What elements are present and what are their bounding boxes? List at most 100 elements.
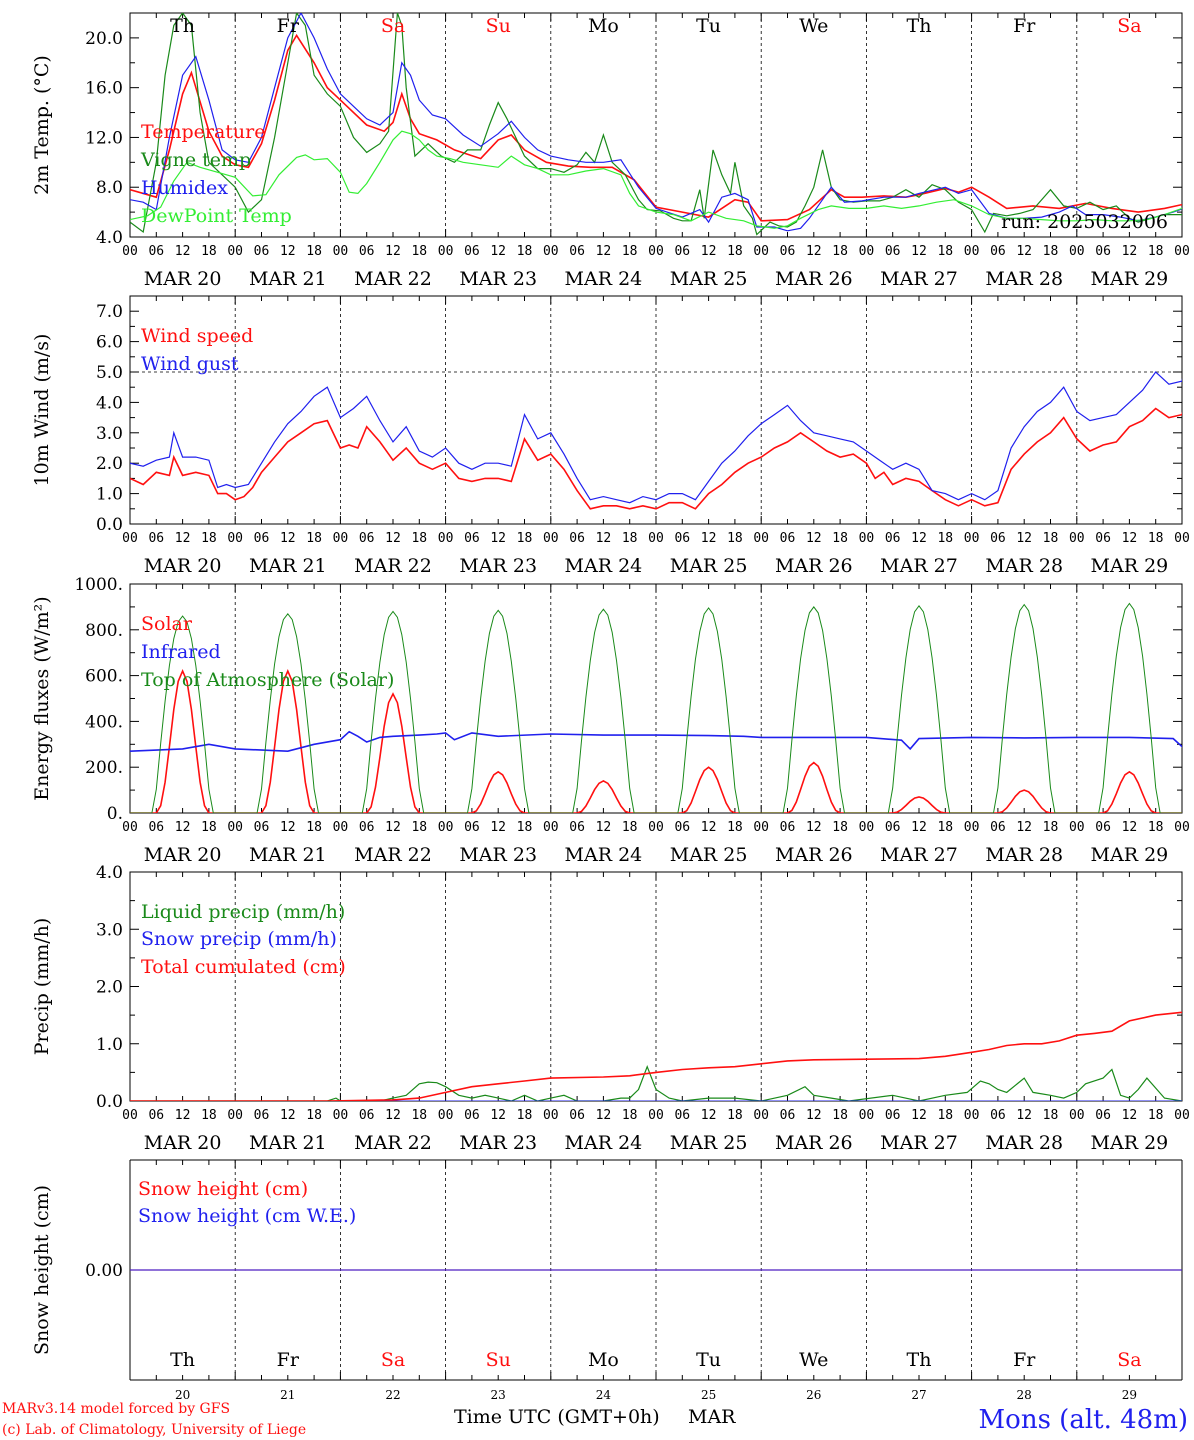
y-tick-label: 800. <box>85 621 123 641</box>
hour-tick-label: 18 <box>411 531 427 546</box>
y-axis-title: 10m Wind (m/s) <box>31 334 53 487</box>
legend-snow-height-cm: Snow height (cm) <box>138 1178 308 1200</box>
hour-tick-label: 00 <box>438 531 454 546</box>
hour-tick-label: 12 <box>385 820 401 835</box>
hour-tick-label: 18 <box>832 244 848 259</box>
date-number: 20 <box>175 1388 190 1402</box>
hour-tick-label: 00 <box>333 244 349 259</box>
day-label: We <box>799 15 828 37</box>
series-infrared <box>130 730 1182 753</box>
date-label: MAR 22 <box>354 1132 432 1154</box>
hour-tick-label: 18 <box>727 531 743 546</box>
hour-tick-label: 12 <box>596 1108 612 1123</box>
y-tick-label: 12.0 <box>85 128 123 148</box>
hour-tick-label: 18 <box>937 820 953 835</box>
series-wind-gust <box>130 371 1182 504</box>
hour-tick-label: 06 <box>1095 244 1111 259</box>
hour-tick-label: 18 <box>937 1108 953 1123</box>
hour-tick-label: 18 <box>517 1108 533 1123</box>
hour-tick-label: 00 <box>543 531 559 546</box>
hour-tick-label: 00 <box>859 244 875 259</box>
hour-tick-label: 00 <box>122 820 138 835</box>
hour-tick-label: 06 <box>885 244 901 259</box>
footer-lab: (c) Lab. of Climatology, University of L… <box>2 1422 306 1438</box>
date-label: MAR 20 <box>144 268 222 290</box>
y-tick-label: 1000. <box>74 575 123 595</box>
hour-tick-label: 12 <box>596 820 612 835</box>
hour-tick-label: 12 <box>701 820 717 835</box>
panel-5: 0.00 Snow height (cm) Snow height (cm) Snow… <box>31 1159 1183 1402</box>
hour-tick-label: 18 <box>727 820 743 835</box>
hour-tick-label: 12 <box>596 244 612 259</box>
hour-tick-label: 18 <box>306 531 322 546</box>
hour-tick-label: 06 <box>254 820 270 835</box>
legend-snow-precip-mm-h: Snow precip (mm/h) <box>141 928 337 950</box>
date-label: MAR 26 <box>775 1132 853 1154</box>
legend-liquid-precip-mm-h: Liquid precip (mm/h) <box>141 901 345 923</box>
date-label: MAR 25 <box>670 1132 748 1154</box>
hour-tick-label: 06 <box>569 244 585 259</box>
hour-tick-label: 12 <box>1122 820 1138 835</box>
hour-tick-label: 12 <box>1016 531 1032 546</box>
date-label: MAR 28 <box>985 555 1063 577</box>
day-label: Th <box>170 1349 195 1371</box>
day-label: Th <box>170 15 195 37</box>
hour-tick-label: 06 <box>148 244 164 259</box>
legend-humidex: Humidex <box>141 177 228 199</box>
hour-tick-label: 06 <box>1095 1108 1111 1123</box>
hour-tick-label: 12 <box>175 531 191 546</box>
hour-tick-label: 00 <box>753 1108 769 1123</box>
y-tick-label: 0. <box>107 804 123 824</box>
hour-tick-label: 12 <box>175 1108 191 1123</box>
hour-tick-label: 00 <box>438 244 454 259</box>
legend-dewpoint-temp: DewPoint Temp <box>141 205 292 227</box>
y-tick-label: 4.0 <box>96 228 123 248</box>
date-label: MAR 22 <box>354 844 432 866</box>
hour-tick-label: 06 <box>464 820 480 835</box>
date-label: MAR 27 <box>880 844 958 866</box>
y-tick-label: 600. <box>85 667 123 687</box>
day-label: We <box>799 1349 828 1371</box>
hour-tick-label: 00 <box>438 1108 454 1123</box>
date-label: MAR 20 <box>144 555 222 577</box>
day-label: Tu <box>696 1349 721 1371</box>
hour-tick-label: 06 <box>569 1108 585 1123</box>
hour-tick-label: 06 <box>359 244 375 259</box>
date-label: MAR 24 <box>565 268 643 290</box>
hour-tick-label: 06 <box>569 531 585 546</box>
hour-tick-label: 06 <box>990 244 1006 259</box>
hour-tick-label: 06 <box>674 531 690 546</box>
hour-tick-label: 00 <box>859 531 875 546</box>
hour-tick-label: 00 <box>543 820 559 835</box>
date-label: MAR 25 <box>670 844 748 866</box>
hour-tick-label: 18 <box>306 244 322 259</box>
hour-tick-label: 18 <box>727 244 743 259</box>
legend-wind-speed: Wind speed <box>141 325 253 347</box>
panel-2: 0.0 1.0 2.0 3.0 4.0 5.0 6.0 7.0 10m Wind (m/s) Wi… <box>31 295 1190 577</box>
hour-tick-label: 06 <box>359 1108 375 1123</box>
hour-tick-label: 12 <box>806 1108 822 1123</box>
hour-tick-label: 06 <box>148 531 164 546</box>
hour-tick-label: 00 <box>964 820 980 835</box>
y-tick-label: 3.0 <box>96 424 123 444</box>
y-axis-title: 2m Temp. (°C) <box>31 55 53 195</box>
hour-tick-label: 12 <box>1122 244 1138 259</box>
hour-tick-label: 12 <box>490 244 506 259</box>
hour-tick-label: 18 <box>622 244 638 259</box>
y-axis-title: Energy fluxes (W/m²) <box>31 596 53 800</box>
date-label: MAR 28 <box>985 1132 1063 1154</box>
date-number: 27 <box>911 1388 926 1402</box>
hour-tick-label: 06 <box>990 531 1006 546</box>
hour-tick-label: 12 <box>490 820 506 835</box>
hour-tick-label: 18 <box>1043 244 1059 259</box>
day-label: Mo <box>588 15 619 37</box>
hour-tick-label: 06 <box>885 1108 901 1123</box>
date-label: MAR 21 <box>249 1132 327 1154</box>
y-tick-label: 5.0 <box>96 363 123 383</box>
date-number: 23 <box>491 1388 506 1402</box>
panels: 4.0 8.0 12.0 16.0 20.0 2m Temp. (°C) Temperatu… <box>31 12 1190 1402</box>
hour-tick-label: 06 <box>674 1108 690 1123</box>
hour-tick-label: 18 <box>1148 244 1164 259</box>
date-label: MAR 23 <box>459 268 537 290</box>
hour-tick-label: 06 <box>780 820 796 835</box>
